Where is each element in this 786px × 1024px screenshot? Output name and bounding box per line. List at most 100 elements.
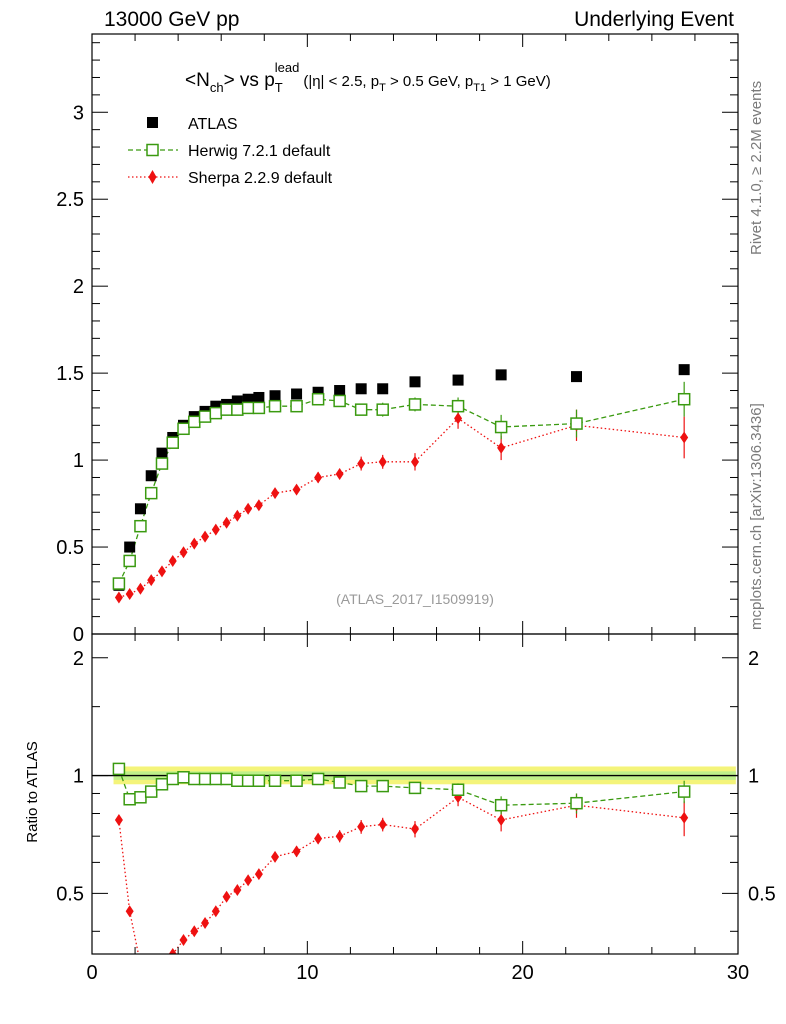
atlas-point xyxy=(409,376,421,388)
sherpa-ratio-point xyxy=(201,917,210,930)
sherpa-point xyxy=(411,455,419,468)
sherpa-point xyxy=(454,412,463,425)
sherpa-ratio-point xyxy=(233,884,242,897)
sherpa-ratio-point xyxy=(497,813,506,826)
sherpa-ratio-point xyxy=(680,811,689,824)
tick-label: 1.5 xyxy=(56,363,84,385)
ratio-ylabel: Ratio to ATLAS xyxy=(24,741,41,842)
atlas-point xyxy=(334,385,346,397)
legend-herwig: Herwig 7.2.1 default xyxy=(188,143,331,160)
atlas-point xyxy=(134,503,146,515)
atlas-point xyxy=(242,393,254,405)
sherpa-ratio-point xyxy=(271,850,280,863)
legend-atlas-marker xyxy=(147,117,158,128)
sherpa-point xyxy=(211,523,220,536)
sherpa-ratio-point xyxy=(335,830,344,843)
herwig-ratio-point xyxy=(311,772,325,786)
legend-sherpa-marker xyxy=(148,170,157,184)
herwig-point xyxy=(677,392,691,406)
sherpa-ratio-point xyxy=(378,818,387,831)
sherpa-ratio-point xyxy=(190,925,199,938)
tick-label: 3 xyxy=(73,102,84,124)
atlas-point xyxy=(452,374,464,386)
herwig-ratio-point xyxy=(376,779,389,793)
legend-sherpa: Sherpa 2.2.9 default xyxy=(188,170,333,187)
atlas-point xyxy=(156,447,168,459)
sherpa-point xyxy=(357,457,366,470)
herwig-point xyxy=(155,457,169,470)
herwig-ratio-point xyxy=(134,791,147,804)
herwig-ratio-point xyxy=(333,776,346,789)
sherpa-ratio-point xyxy=(168,948,177,954)
sherpa-point xyxy=(254,499,263,512)
tick-label: 20 xyxy=(512,962,534,984)
sherpa-point xyxy=(201,530,210,543)
herwig-line xyxy=(118,398,685,584)
herwig-point xyxy=(570,417,583,430)
herwig-ratio-point xyxy=(408,781,422,795)
herwig-point xyxy=(333,394,346,408)
tick-label: 2 xyxy=(748,648,759,670)
herwig-point xyxy=(112,577,126,590)
atlas-point xyxy=(145,470,157,482)
sherpa-point xyxy=(233,509,242,522)
atlas-point xyxy=(124,541,136,553)
sherpa-ratio-point xyxy=(254,868,263,881)
sherpa-ratio-line xyxy=(118,796,685,954)
herwig-point xyxy=(144,486,158,500)
tick-label: 10 xyxy=(296,962,318,984)
herwig-point xyxy=(220,403,233,416)
atlas-point xyxy=(377,383,389,395)
tick-label: 2 xyxy=(73,276,84,298)
sherpa-point xyxy=(190,537,199,550)
herwig-point xyxy=(241,401,255,415)
sherpa-ratio-point xyxy=(244,874,253,887)
sherpa-ratio-point xyxy=(136,958,144,970)
atlas-point xyxy=(678,364,690,376)
sherpa-ratio-point xyxy=(411,823,419,836)
atlas-point xyxy=(355,383,367,395)
sherpa-point xyxy=(680,431,689,444)
herwig-ratio-point xyxy=(252,774,266,787)
herwig-point xyxy=(209,406,223,420)
herwig-ratio-point xyxy=(451,783,465,796)
herwig-point xyxy=(252,401,266,415)
herwig-point xyxy=(290,399,303,413)
herwig-ratio-point xyxy=(220,772,233,786)
herwig-point xyxy=(451,399,465,413)
herwig-ratio-point xyxy=(188,772,201,786)
sherpa-ratio-point xyxy=(357,820,366,833)
herwig-point xyxy=(134,519,147,533)
sherpa-ratio-point xyxy=(179,934,188,947)
herwig-ratio-point xyxy=(198,772,212,786)
herwig-point xyxy=(494,420,508,434)
tick-label: 0 xyxy=(86,962,97,984)
sherpa-ratio-point xyxy=(314,832,323,845)
herwig-point xyxy=(198,410,212,423)
herwig-point xyxy=(177,422,190,436)
sherpa-point xyxy=(292,483,301,496)
herwig-ratio-point xyxy=(677,785,691,798)
atlas-point xyxy=(210,400,222,412)
legend-atlas: ATLAS xyxy=(188,116,238,133)
legend: ATLAS Herwig 7.2.1 default Sherpa 2.2.9 … xyxy=(128,116,333,187)
sherpa-point xyxy=(335,468,344,480)
atlas-point xyxy=(231,395,243,407)
sherpa-point xyxy=(179,546,188,559)
tick-label: 1 xyxy=(748,766,759,788)
herwig-point xyxy=(268,399,282,413)
herwig-ratio-point xyxy=(155,778,169,791)
tick-label: 0.5 xyxy=(56,537,84,559)
sherpa-ratio-point xyxy=(125,905,134,918)
sherpa-point xyxy=(222,516,231,529)
herwig-point xyxy=(166,436,179,449)
herwig-ratio-point xyxy=(268,774,282,787)
herwig-ratio-point xyxy=(144,785,158,798)
sherpa-point xyxy=(168,554,177,567)
herwig-ratio-point xyxy=(209,772,223,786)
atlas-point xyxy=(312,386,324,398)
herwig-ratio-point xyxy=(177,771,190,784)
herwig-ratio-point xyxy=(112,762,126,776)
tick-label: 0.5 xyxy=(748,883,776,905)
